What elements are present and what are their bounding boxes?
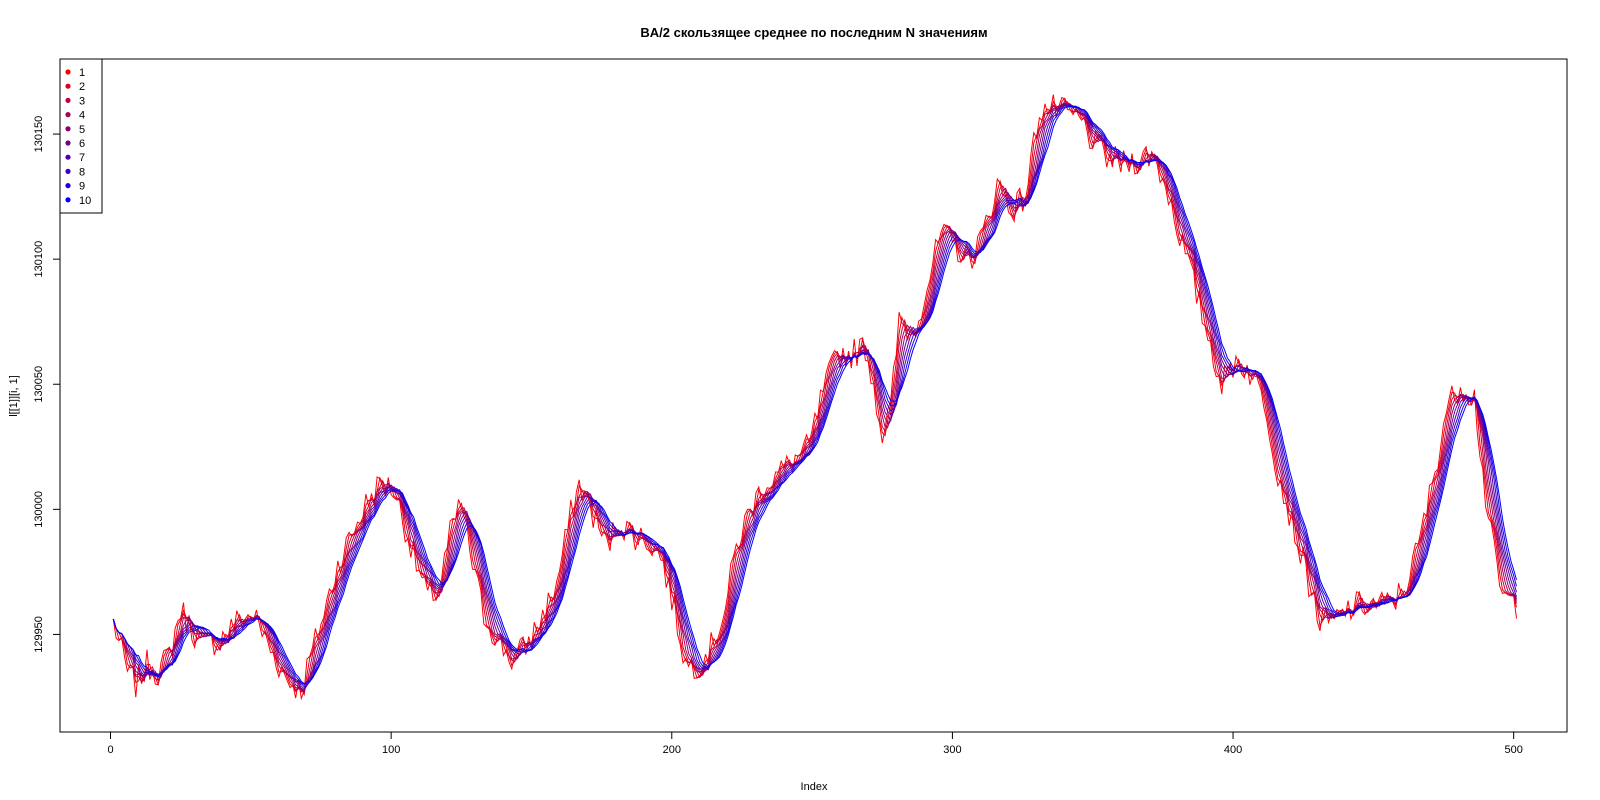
legend-label-10: 10	[79, 195, 91, 207]
legend-marker-4	[65, 112, 71, 118]
series-line-7	[112, 104, 1517, 690]
legend-label-8: 8	[79, 166, 85, 178]
legend-marker-9	[65, 183, 71, 189]
legend-marker-7	[65, 154, 71, 160]
legend-marker-3	[65, 97, 71, 103]
series-line-6	[112, 103, 1517, 691]
series-layer	[112, 94, 1517, 701]
legend-marker-10	[65, 197, 71, 203]
y-tick-label: 129950	[33, 616, 45, 653]
legend-marker-2	[65, 83, 71, 89]
y-tick-label: 130050	[33, 366, 45, 403]
series-line-3	[112, 100, 1517, 693]
y-tick-label: 130100	[33, 241, 45, 278]
series-line-2	[112, 97, 1517, 697]
legend-label-1: 1	[79, 67, 85, 79]
series-line-5	[112, 102, 1517, 691]
legend-label-2: 2	[79, 81, 85, 93]
plot-frame	[59, 58, 1568, 733]
x-tick-label: 400	[1224, 744, 1242, 756]
legend-label-5: 5	[79, 124, 85, 136]
chart-title: BA/2 скользящее среднее по последним N з…	[640, 25, 987, 40]
legend-label-4: 4	[79, 110, 85, 122]
y-axis-label: l[[1]][i, 1]	[8, 375, 20, 417]
x-axis-label: Index	[801, 781, 828, 793]
legend: 1 2 3 4 5 6 7 8 9 10	[59, 58, 103, 214]
legend-marker-6	[65, 140, 71, 146]
x-tick-label: 300	[943, 744, 961, 756]
x-tick-label: 0	[107, 744, 113, 756]
y-axis: 129950 130000 130050 130100 130150	[33, 116, 61, 653]
x-tick-label: 200	[663, 744, 681, 756]
x-axis: 0 100 200 300 400 500	[107, 731, 1523, 756]
legend-marker-5	[65, 126, 71, 132]
x-tick-label: 100	[382, 744, 400, 756]
legend-marker-1	[65, 69, 71, 75]
series-line-1	[112, 94, 1517, 701]
y-tick-label: 130150	[33, 116, 45, 153]
legend-label-9: 9	[79, 181, 85, 193]
legend-marker-8	[65, 168, 71, 174]
series-line-8	[112, 104, 1517, 688]
series-line-9	[112, 105, 1517, 686]
series-line-4	[112, 102, 1517, 693]
series-line-10	[112, 105, 1517, 685]
y-tick-label: 130000	[33, 491, 45, 528]
legend-label-7: 7	[79, 152, 85, 164]
legend-label-6: 6	[79, 138, 85, 150]
legend-label-3: 3	[79, 95, 85, 107]
x-tick-label: 500	[1505, 744, 1523, 756]
